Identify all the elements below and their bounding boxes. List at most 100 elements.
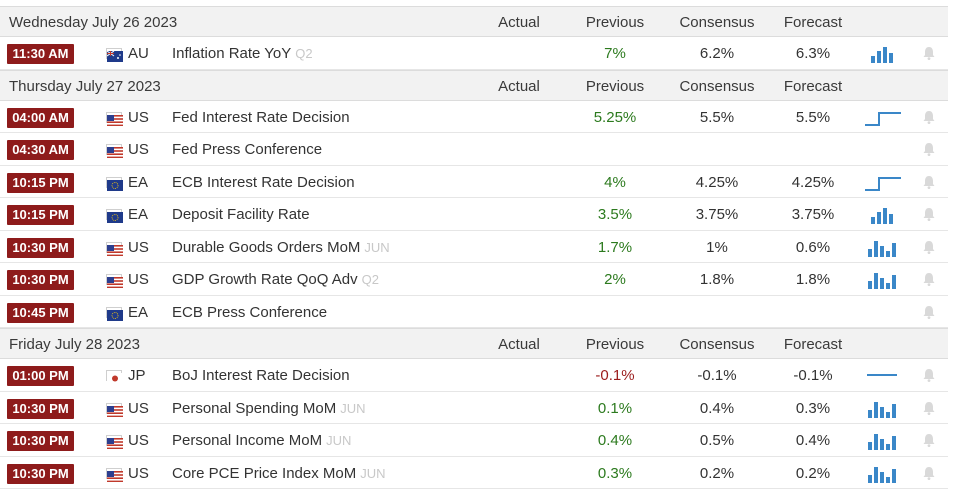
forecast-value: 0.2%	[795, 464, 831, 482]
event-name: ECB Press Conference	[172, 303, 328, 321]
event-name: Inflation Rate YoY	[172, 45, 292, 62]
event-row[interactable]: 11:30 AM AU Inflation Rate YoY Q2 7% 6.2% 6.3%	[0, 37, 948, 70]
country-code[interactable]: US	[128, 399, 149, 417]
column-header-actual[interactable]: Actual	[498, 336, 540, 353]
country-code[interactable]: US	[128, 108, 149, 126]
event-time-badge: 04:30 AM	[7, 140, 74, 160]
event-row[interactable]: 04:30 AM US Fed Press Conference	[0, 133, 948, 166]
event-period: JUN	[360, 465, 386, 481]
event-name: GDP Growth Rate QoQ Adv	[172, 271, 358, 288]
column-header-forecast[interactable]: Forecast	[783, 77, 843, 95]
country-code[interactable]: EA	[128, 206, 149, 223]
event-name: BoJ Interest Rate Decision	[172, 367, 350, 384]
consensus-value: 0.4%	[699, 399, 735, 417]
event-name-link[interactable]: BoJ Interest Rate Decision	[172, 367, 350, 384]
step-line-icon[interactable]	[863, 107, 903, 127]
event-row[interactable]: 10:30 PM US Durable Goods Orders MoM JUN 1.7…	[0, 231, 948, 263]
economic-calendar: Wednesday July 26 2023 Actual Previous Cons…	[0, 6, 948, 489]
country-code[interactable]: JP	[128, 367, 146, 384]
bars-mixed-icon[interactable]	[863, 463, 903, 483]
event-name-link[interactable]: Personal Income MoM JUN	[172, 432, 351, 449]
column-header-previous[interactable]: Previous	[585, 14, 645, 31]
bell-alert-icon[interactable]	[921, 400, 937, 416]
consensus-value: 6.2%	[699, 45, 735, 62]
event-name-link[interactable]: Core PCE Price Index MoM JUN	[172, 465, 386, 482]
bell-alert-icon[interactable]	[921, 465, 937, 481]
event-name-link[interactable]: Fed Interest Rate Decision	[172, 109, 350, 126]
event-name-link[interactable]: GDP Growth Rate QoQ Adv Q2	[172, 271, 379, 288]
event-row[interactable]: 10:30 PM US Personal Income MoM JUN 0.4% 0.5%…	[0, 424, 948, 457]
country-code[interactable]: US	[128, 238, 149, 256]
column-header-consensus[interactable]: Consensus	[679, 77, 755, 95]
country-code[interactable]: EA	[128, 173, 149, 191]
event-row[interactable]: 10:15 PM EA ECB Interest Rate Decision 4% 4.…	[0, 166, 948, 198]
column-header-forecast[interactable]: Forecast	[783, 14, 843, 31]
consensus-value: 4.25%	[695, 173, 739, 191]
event-name-link[interactable]: Durable Goods Orders MoM JUN	[172, 239, 390, 256]
eu-flag-icon	[106, 209, 123, 223]
bars-up-icon[interactable]	[863, 43, 903, 63]
event-time-badge: 10:30 PM	[7, 431, 74, 451]
event-name-link[interactable]: Personal Spending MoM JUN	[172, 400, 366, 417]
bell-alert-icon[interactable]	[921, 174, 937, 190]
column-header-forecast[interactable]: Forecast	[783, 336, 843, 353]
event-name-link[interactable]: ECB Interest Rate Decision	[172, 174, 355, 191]
column-header-consensus[interactable]: Consensus	[679, 336, 755, 353]
bell-alert-icon[interactable]	[921, 239, 937, 255]
flat-line-icon[interactable]	[863, 365, 903, 385]
event-time-badge: 10:15 PM	[7, 205, 74, 225]
event-row[interactable]: 10:30 PM US Personal Spending MoM JUN 0.1% 0.…	[0, 392, 948, 424]
day-header-row: Wednesday July 26 2023 Actual Previous Cons…	[0, 6, 948, 37]
event-name: Core PCE Price Index MoM	[172, 464, 357, 482]
column-header-actual[interactable]: Actual	[498, 14, 540, 31]
country-code[interactable]: EA	[128, 303, 149, 321]
column-header-actual[interactable]: Actual	[498, 77, 540, 95]
country-code[interactable]: US	[128, 141, 149, 158]
bell-alert-icon[interactable]	[921, 141, 937, 157]
event-time-badge: 10:30 PM	[7, 270, 74, 290]
bell-alert-icon[interactable]	[921, 45, 937, 61]
column-header-previous[interactable]: Previous	[585, 77, 645, 95]
event-time-badge: 01:00 PM	[7, 366, 74, 386]
event-name-link[interactable]: Deposit Facility Rate	[172, 206, 310, 223]
forecast-value: 0.3%	[795, 399, 831, 417]
event-name: Personal Income MoM	[172, 432, 323, 449]
us-flag-icon	[106, 241, 123, 256]
us-flag-icon	[106, 144, 123, 158]
bell-alert-icon[interactable]	[921, 206, 937, 222]
bell-alert-icon[interactable]	[921, 271, 937, 287]
bars-mixed-icon[interactable]	[863, 398, 903, 418]
event-time-badge: 10:30 PM	[7, 398, 74, 419]
step-line-icon[interactable]	[863, 172, 903, 192]
column-header-previous[interactable]: Previous	[585, 336, 645, 353]
event-name-link[interactable]: Inflation Rate YoY Q2	[172, 45, 313, 62]
consensus-value: 1%	[706, 238, 728, 256]
event-row[interactable]: 10:45 PM EA ECB Press Conference	[0, 296, 948, 328]
event-row[interactable]: 04:00 AM US Fed Interest Rate Decision 5.25…	[0, 101, 948, 133]
event-row[interactable]: 01:00 PM JP BoJ Interest Rate Decision -0.1…	[0, 359, 948, 392]
event-row[interactable]: 10:30 PM US Core PCE Price Index MoM JUN 0.3…	[0, 457, 948, 489]
bell-alert-icon[interactable]	[921, 109, 937, 125]
forecast-value: -0.1%	[793, 367, 833, 384]
bars-mixed-icon[interactable]	[863, 430, 903, 450]
country-code[interactable]: US	[128, 271, 149, 288]
bars-up-icon[interactable]	[863, 204, 903, 224]
event-row[interactable]: 10:30 PM US GDP Growth Rate QoQ Adv Q2 2% 1.8…	[0, 263, 948, 296]
country-code[interactable]: US	[128, 464, 149, 482]
bell-alert-icon[interactable]	[921, 304, 937, 320]
bell-alert-icon[interactable]	[921, 367, 937, 383]
day-date-label: Thursday July 27 2023	[9, 77, 161, 95]
previous-value: 3.5%	[597, 206, 633, 223]
bell-alert-icon[interactable]	[921, 432, 937, 448]
country-code[interactable]: AU	[128, 45, 149, 62]
event-name-link[interactable]: Fed Press Conference	[172, 141, 322, 158]
country-code[interactable]: US	[128, 432, 149, 449]
event-row[interactable]: 10:15 PM EA Deposit Facility Rate 3.5% 3.75%…	[0, 198, 948, 231]
previous-value: -0.1%	[595, 367, 635, 384]
event-period: JUN	[340, 400, 366, 416]
previous-value: 0.4%	[597, 432, 633, 449]
bars-mixed-icon[interactable]	[863, 269, 903, 289]
event-name-link[interactable]: ECB Press Conference	[172, 304, 327, 321]
bars-mixed-icon[interactable]	[863, 237, 903, 257]
column-header-consensus[interactable]: Consensus	[679, 14, 755, 31]
